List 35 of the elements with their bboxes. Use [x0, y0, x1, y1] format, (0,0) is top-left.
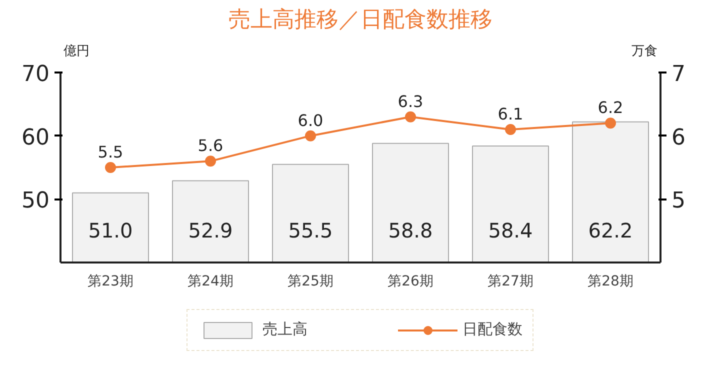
point: [605, 118, 616, 129]
y2-tick-label: 5: [672, 188, 686, 214]
y2-axis-title: 万食: [632, 44, 658, 59]
x-tick-label: 第23期: [88, 274, 134, 290]
x-tick-label: 第26期: [388, 274, 434, 290]
legend-label: 売上高: [262, 320, 308, 339]
data-label: 6.2: [598, 98, 624, 118]
data-label: 6.1: [498, 104, 524, 124]
data-label: 62.2: [588, 218, 633, 243]
y-tick-label: 50: [22, 188, 50, 214]
chart-title: 売上高推移／日配食数推移: [228, 8, 492, 32]
data-label: 6.3: [398, 92, 424, 111]
data-label: 58.8: [388, 218, 433, 243]
y2-tick-label: 6: [672, 125, 686, 150]
y-axis-title: 億円: [64, 44, 90, 59]
data-label: 55.5: [288, 218, 333, 243]
point: [105, 162, 116, 173]
x-tick-label: 第24期: [188, 274, 234, 290]
x-tick-label: 第25期: [288, 274, 334, 290]
x-tick-label: 第28期: [588, 274, 634, 290]
y-tick-label: 60: [22, 125, 50, 150]
x-tick-label: 第27期: [488, 274, 534, 290]
data-label: 5.5: [98, 142, 124, 162]
y2-tick-label: 7: [672, 62, 686, 87]
point: [405, 111, 416, 122]
legend-label: 日配食数: [462, 320, 522, 339]
point: [205, 156, 216, 167]
y-tick-label: 70: [22, 62, 50, 87]
data-label: 52.9: [188, 218, 233, 243]
data-label: 58.4: [488, 218, 533, 243]
data-label: 6.0: [298, 110, 324, 130]
point: [505, 124, 516, 135]
data-label: 5.6: [198, 136, 224, 156]
data-label: 51.0: [88, 218, 133, 243]
point: [305, 130, 316, 142]
